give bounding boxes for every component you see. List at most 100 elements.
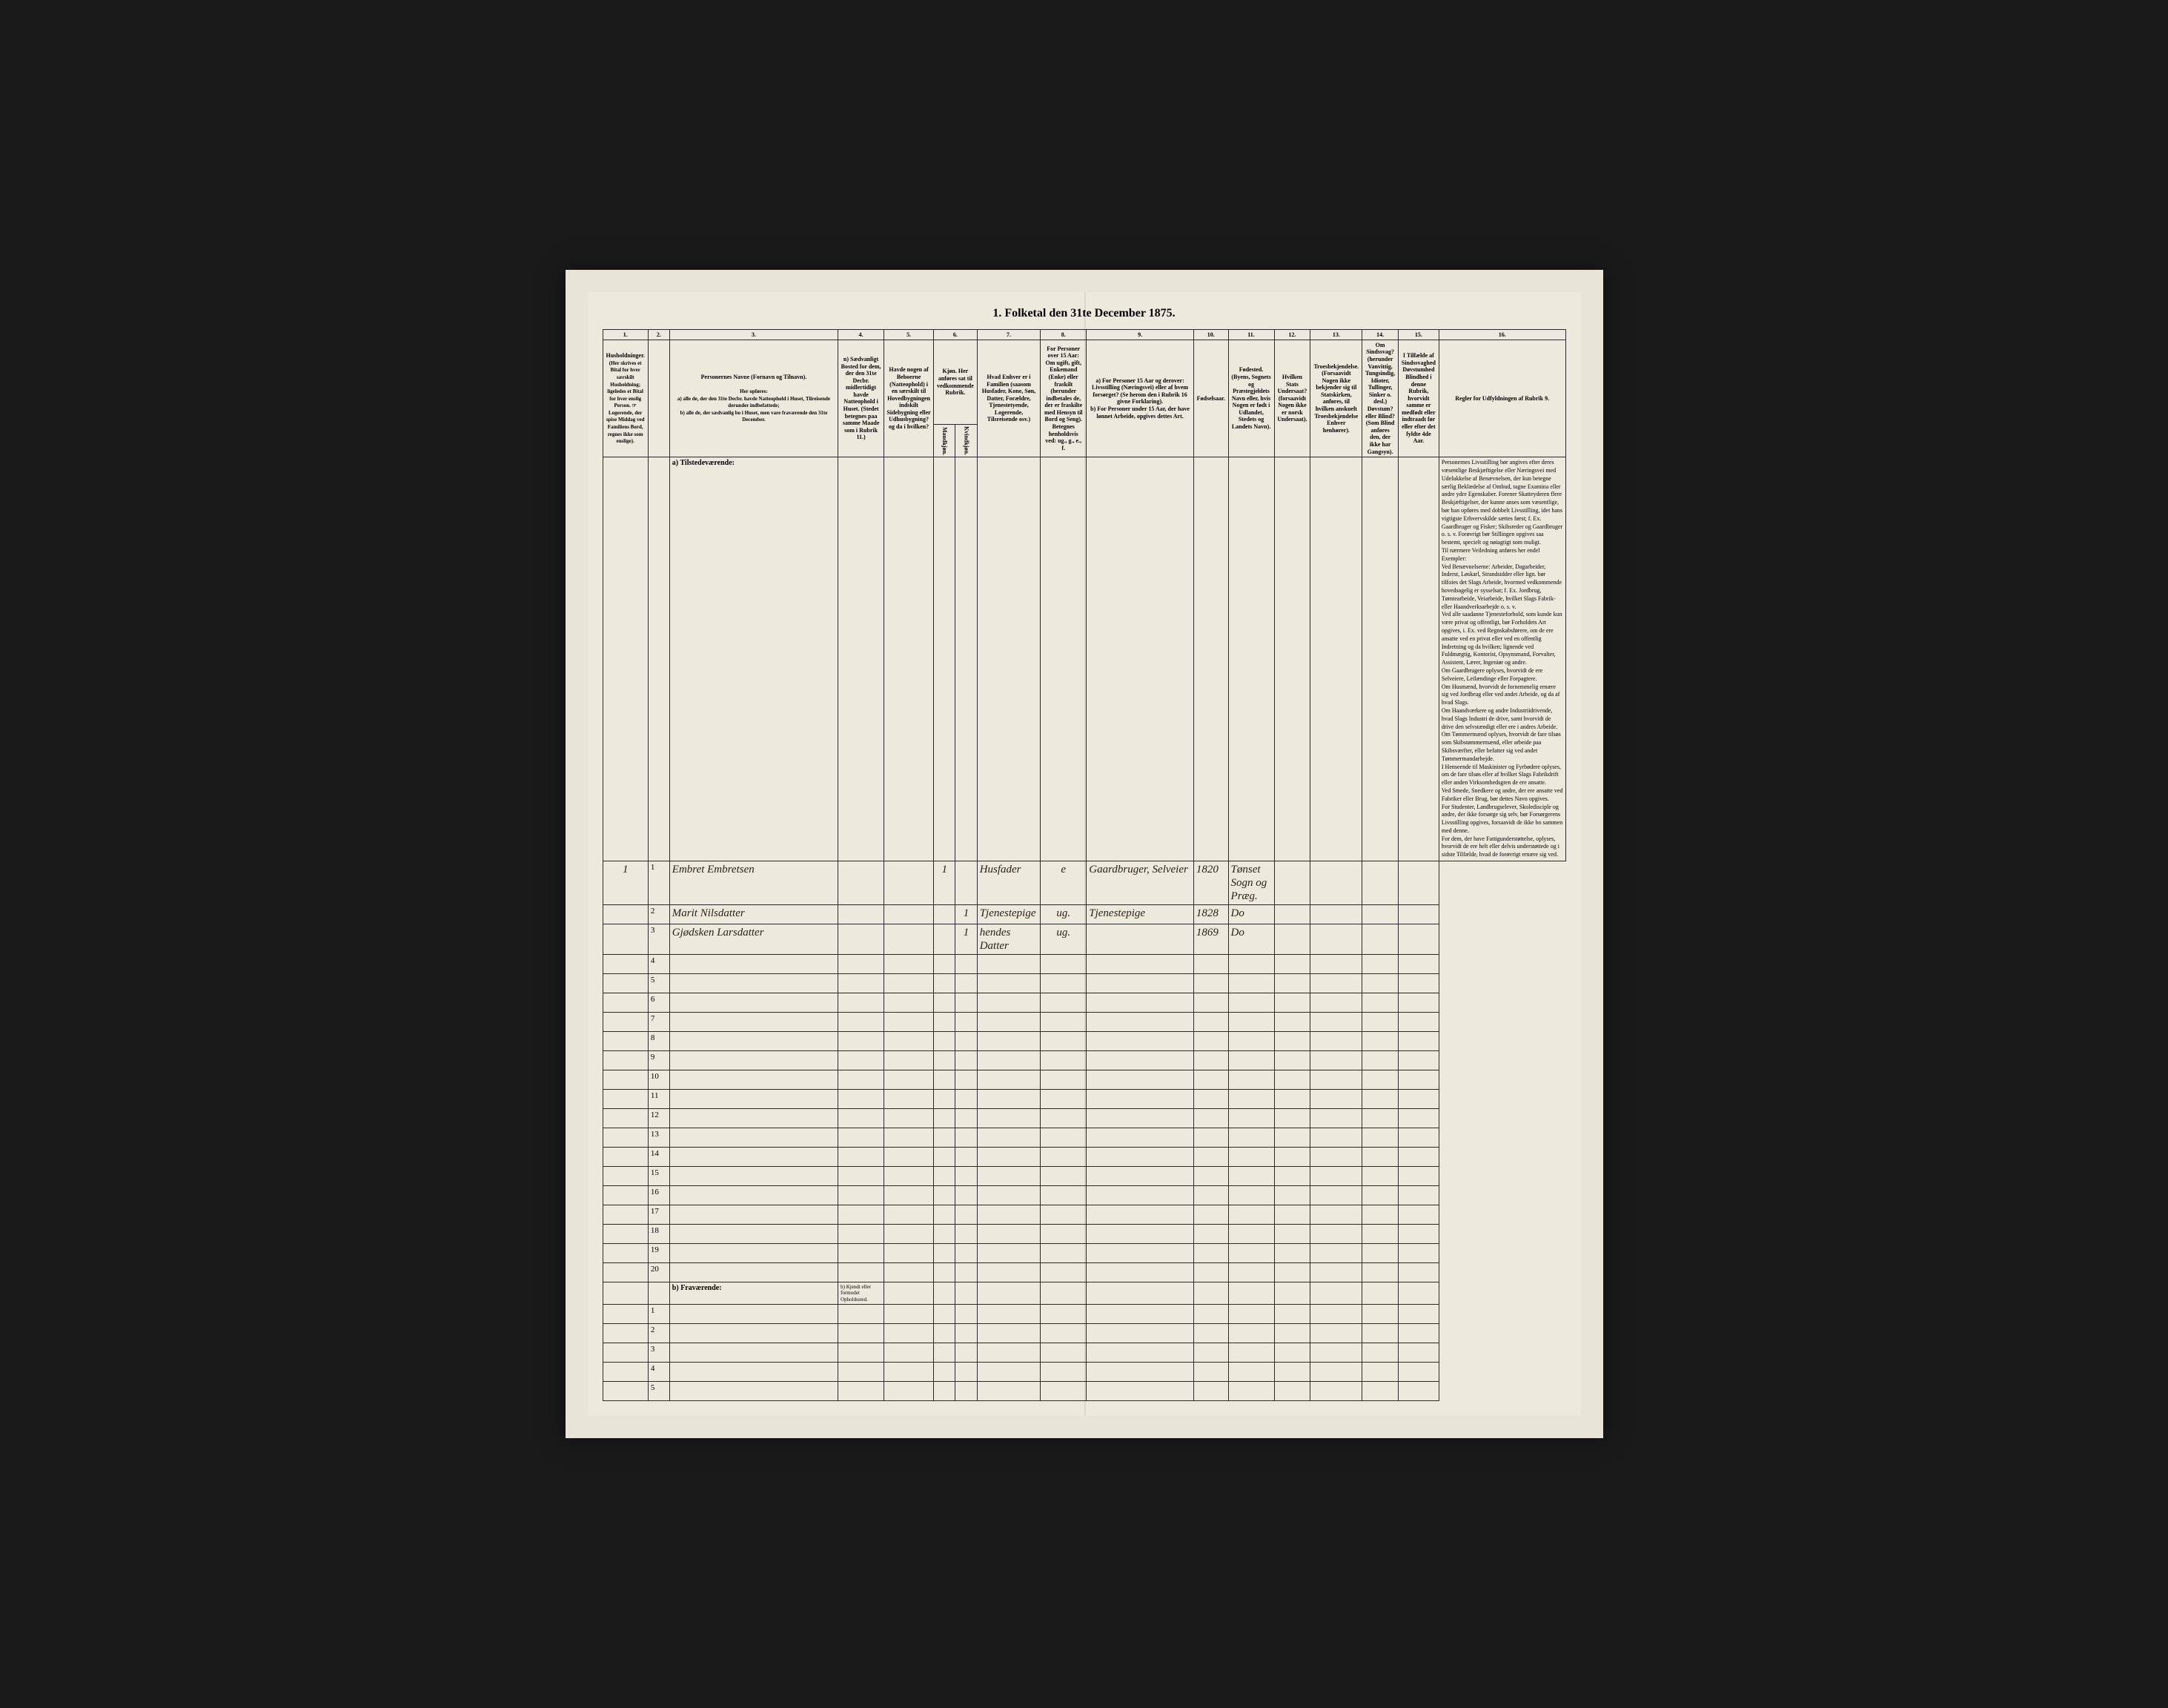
cell-sex-m	[934, 1051, 955, 1070]
cell-birthplace	[1228, 1263, 1274, 1282]
cell-col15	[1398, 1225, 1439, 1244]
cell-sex-k	[955, 1205, 977, 1225]
cell-col4	[838, 1244, 884, 1263]
cell-name	[669, 1090, 838, 1109]
cell-name	[669, 1148, 838, 1167]
cell-occupation	[1087, 955, 1194, 974]
document-page: 1. Folketal den 31te December 1875. 1. 2…	[588, 292, 1581, 1417]
cell-occupation	[1087, 1244, 1194, 1263]
header-col7: Hvad Enhver er i Familien (saasom Husfad…	[977, 340, 1041, 457]
row-number: 1	[648, 1305, 669, 1324]
cell-col4	[838, 1090, 884, 1109]
cell-col15	[1398, 1263, 1439, 1282]
cell-sex-m: 1	[934, 861, 955, 905]
cell-birthplace	[1228, 974, 1274, 993]
cell-birthyear: 1828	[1193, 905, 1228, 924]
cell-col12	[1274, 924, 1310, 955]
cell-col4	[838, 1225, 884, 1244]
cell-occupation	[1087, 1167, 1194, 1186]
cell-occupation	[1087, 1013, 1194, 1032]
col-num-9: 9.	[1087, 329, 1194, 340]
cell-sex-k: 1	[955, 924, 977, 955]
cell-sex-m	[934, 1090, 955, 1109]
rules-p9: I Henseende til Maskinister og Fyrbødere…	[1442, 764, 1563, 787]
cell-occupation	[1087, 993, 1194, 1013]
cell-col5	[884, 924, 934, 955]
cell-col13	[1310, 1128, 1362, 1148]
cell-marital	[1041, 1051, 1087, 1070]
column-number-row: 1. 2. 3. 4. 5. 6. 7. 8. 9. 10. 11. 12. 1…	[603, 329, 1565, 340]
cell-col15	[1398, 1186, 1439, 1205]
cell-col15	[1398, 1148, 1439, 1167]
header-col3-b: b) alle de, der sædvanlig bo i Huset, me…	[680, 410, 828, 423]
header-col10: Fødselsaar.	[1193, 340, 1228, 457]
row-number: 18	[648, 1225, 669, 1244]
cell-family	[977, 1244, 1041, 1263]
cell-name	[669, 1070, 838, 1090]
row-number: 8	[648, 1032, 669, 1051]
header-col14-sub: (herunder Vanvittig, Tungsindig, Idioter…	[1365, 356, 1395, 455]
cell-birthplace	[1228, 955, 1274, 974]
cell-col12	[1274, 955, 1310, 974]
cell-birthplace	[1228, 1225, 1274, 1244]
row-number: 16	[648, 1186, 669, 1205]
cell-birthyear	[1193, 993, 1228, 1013]
cell-family	[977, 1032, 1041, 1051]
cell-birthyear	[1193, 1128, 1228, 1148]
cell-col15	[1398, 955, 1439, 974]
table-row: 5	[603, 1382, 1565, 1401]
col-num-12: 12.	[1274, 329, 1310, 340]
cell-sex-m	[934, 1186, 955, 1205]
cell-family	[977, 1186, 1041, 1205]
table-row: 6	[603, 993, 1565, 1013]
cell-sex-m	[934, 955, 955, 974]
cell-col12	[1274, 1032, 1310, 1051]
cell-sex-m	[934, 1225, 955, 1244]
cell-birthyear	[1193, 1205, 1228, 1225]
cell-occupation: Tjenestepige	[1087, 905, 1194, 924]
row-number: 9	[648, 1051, 669, 1070]
cell-birthplace	[1228, 1167, 1274, 1186]
cell-col14	[1362, 1109, 1399, 1128]
cell-birthyear: 1820	[1193, 861, 1228, 905]
cell-family	[977, 1263, 1041, 1282]
cell-col14	[1362, 924, 1399, 955]
rules-p6: Om Husmænd, hvorvidt de fornemmelig ernæ…	[1442, 683, 1563, 707]
cell-family	[977, 1225, 1041, 1244]
cell-col14	[1362, 1032, 1399, 1051]
cell-family	[977, 955, 1041, 974]
rules-p10: Ved Smede, Snedkere og andre, der ere an…	[1442, 787, 1563, 804]
row-number: 14	[648, 1148, 669, 1167]
row-number: 13	[648, 1128, 669, 1148]
cell-col5	[884, 993, 934, 1013]
cell-sex-k	[955, 1013, 977, 1032]
cell-occupation	[1087, 1090, 1194, 1109]
section-label-absent: b) Fraværende:	[669, 1282, 838, 1305]
cell-col5	[884, 1109, 934, 1128]
table-row: 17	[603, 1205, 1565, 1225]
header-col11-title: Fødested.	[1239, 366, 1264, 373]
cell-col13	[1310, 1051, 1362, 1070]
header-col9: a) For Personer 15 Aar og derover: Livss…	[1087, 340, 1194, 457]
cell-birthplace: Tønset Sogn og Præg.	[1228, 861, 1274, 905]
cell-occupation	[1087, 1186, 1194, 1205]
cell-col4	[838, 974, 884, 993]
cell-col12	[1274, 1225, 1310, 1244]
cell-col12	[1274, 1205, 1310, 1225]
cell-birthplace	[1228, 1032, 1274, 1051]
cell-col15	[1398, 1070, 1439, 1090]
row-number: 3	[648, 1343, 669, 1363]
cell-sex-m	[934, 1148, 955, 1167]
header-col3: Personernes Navne (Fornavn og Tilnavn). …	[669, 340, 838, 457]
cell-col13	[1310, 861, 1362, 905]
header-col6-k: Kvindkjøn.	[955, 425, 977, 457]
cell-marital: e	[1041, 861, 1087, 905]
cell-col4	[838, 993, 884, 1013]
row-number: 4	[648, 1363, 669, 1382]
cell-marital: ug.	[1041, 905, 1087, 924]
col-num-5: 5.	[884, 329, 934, 340]
cell-col15	[1398, 1128, 1439, 1148]
header-col3-intro: Her opføres:	[740, 388, 768, 394]
table-row: 2	[603, 1324, 1565, 1343]
cell-marital	[1041, 1225, 1087, 1244]
